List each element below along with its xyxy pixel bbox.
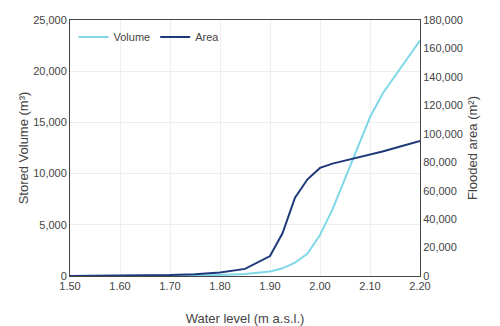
svg-text:10,000: 10,000: [33, 167, 67, 179]
svg-text:1.80: 1.80: [209, 280, 230, 292]
svg-text:2.20: 2.20: [409, 280, 430, 292]
svg-text:20,000: 20,000: [423, 241, 457, 253]
svg-text:Volume: Volume: [114, 31, 151, 43]
svg-text:1.90: 1.90: [259, 280, 280, 292]
svg-text:60,000: 60,000: [423, 185, 457, 197]
svg-text:20,000: 20,000: [33, 65, 67, 77]
svg-text:1.60: 1.60: [109, 280, 130, 292]
svg-text:25,000: 25,000: [33, 14, 67, 26]
svg-text:15,000: 15,000: [33, 116, 67, 128]
svg-text:Stored Volume (m³): Stored Volume (m³): [16, 92, 31, 205]
svg-text:0: 0: [61, 270, 67, 282]
svg-text:Area: Area: [195, 31, 219, 43]
svg-text:0: 0: [423, 270, 429, 282]
svg-text:80,000: 80,000: [423, 156, 457, 168]
svg-text:Water level (m a.s.l.): Water level (m a.s.l.): [186, 311, 305, 326]
svg-text:5,000: 5,000: [39, 219, 67, 231]
svg-text:2.10: 2.10: [359, 280, 380, 292]
svg-text:180,000: 180,000: [423, 14, 463, 26]
svg-text:100,000: 100,000: [423, 128, 463, 140]
svg-text:40,000: 40,000: [423, 213, 457, 225]
svg-text:120,000: 120,000: [423, 99, 463, 111]
svg-text:1.50: 1.50: [59, 280, 80, 292]
svg-text:140,000: 140,000: [423, 71, 463, 83]
svg-text:1.70: 1.70: [159, 280, 180, 292]
svg-text:2.00: 2.00: [309, 280, 330, 292]
svg-text:Flooded area (m²): Flooded area (m²): [465, 96, 480, 200]
svg-text:160,000: 160,000: [423, 42, 463, 54]
